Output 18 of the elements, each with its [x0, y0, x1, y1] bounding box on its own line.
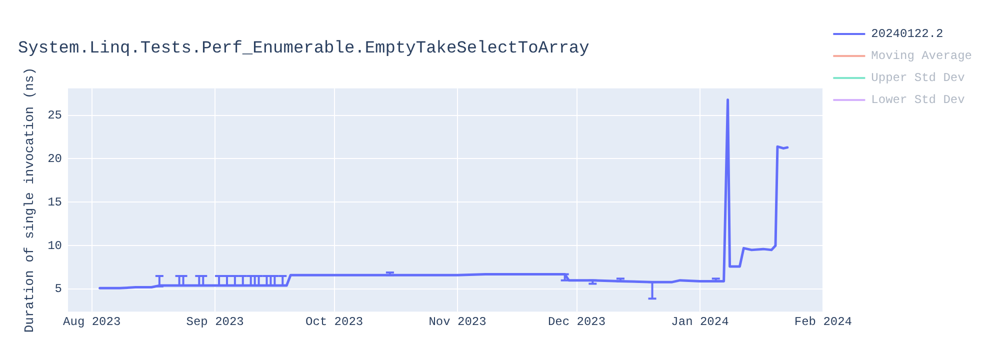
legend-label: Moving Average: [871, 49, 972, 64]
legend-label: 20240122.2: [871, 27, 944, 42]
y-tick-label: 5: [54, 282, 62, 296]
x-tick-label: Sep 2023: [186, 314, 244, 329]
legend-label: Lower Std Dev: [871, 93, 965, 108]
x-tick-label: Feb 2024: [794, 314, 852, 329]
x-tick-label: Dec 2023: [548, 314, 606, 329]
y-tick-label: 20: [48, 152, 62, 166]
x-tick-label: Nov 2023: [428, 314, 486, 329]
chart-title: System.Linq.Tests.Perf_Enumerable.EmptyTakeSelectToArray: [18, 40, 590, 59]
y-tick-label: 25: [48, 108, 62, 122]
x-tick-label: Oct 2023: [306, 314, 364, 329]
y-axis-title: Duration of single invocation (ns): [22, 67, 38, 333]
legend-label: Upper Std Dev: [871, 71, 965, 86]
x-tick-label: Jan 2024: [671, 314, 729, 329]
y-tick-label: 10: [48, 238, 62, 253]
y-tick-label: 15: [48, 195, 62, 210]
x-tick-label: Aug 2023: [63, 314, 121, 329]
